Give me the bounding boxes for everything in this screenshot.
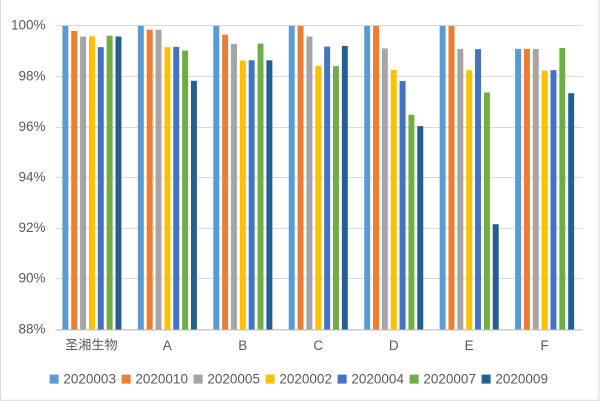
svg-text:88%: 88% [18,321,45,336]
svg-text:94%: 94% [18,170,45,185]
svg-text:98%: 98% [18,68,45,83]
svg-text:2020005: 2020005 [207,372,260,387]
svg-text:100%: 100% [11,18,46,33]
svg-text:92%: 92% [18,220,45,235]
svg-text:2020002: 2020002 [279,372,332,387]
svg-text:2020010: 2020010 [135,372,188,387]
svg-text:2020009: 2020009 [495,372,548,387]
svg-text:B: B [238,338,247,353]
svg-text:D: D [389,338,399,353]
svg-text:2020004: 2020004 [351,372,404,387]
svg-text:E: E [465,338,474,353]
svg-text:C: C [313,338,323,353]
svg-text:A: A [163,338,172,353]
svg-text:F: F [540,338,548,353]
svg-text:2020003: 2020003 [63,372,116,387]
svg-text:96%: 96% [18,119,45,134]
svg-text:90%: 90% [18,271,45,286]
svg-text:2020007: 2020007 [423,372,476,387]
